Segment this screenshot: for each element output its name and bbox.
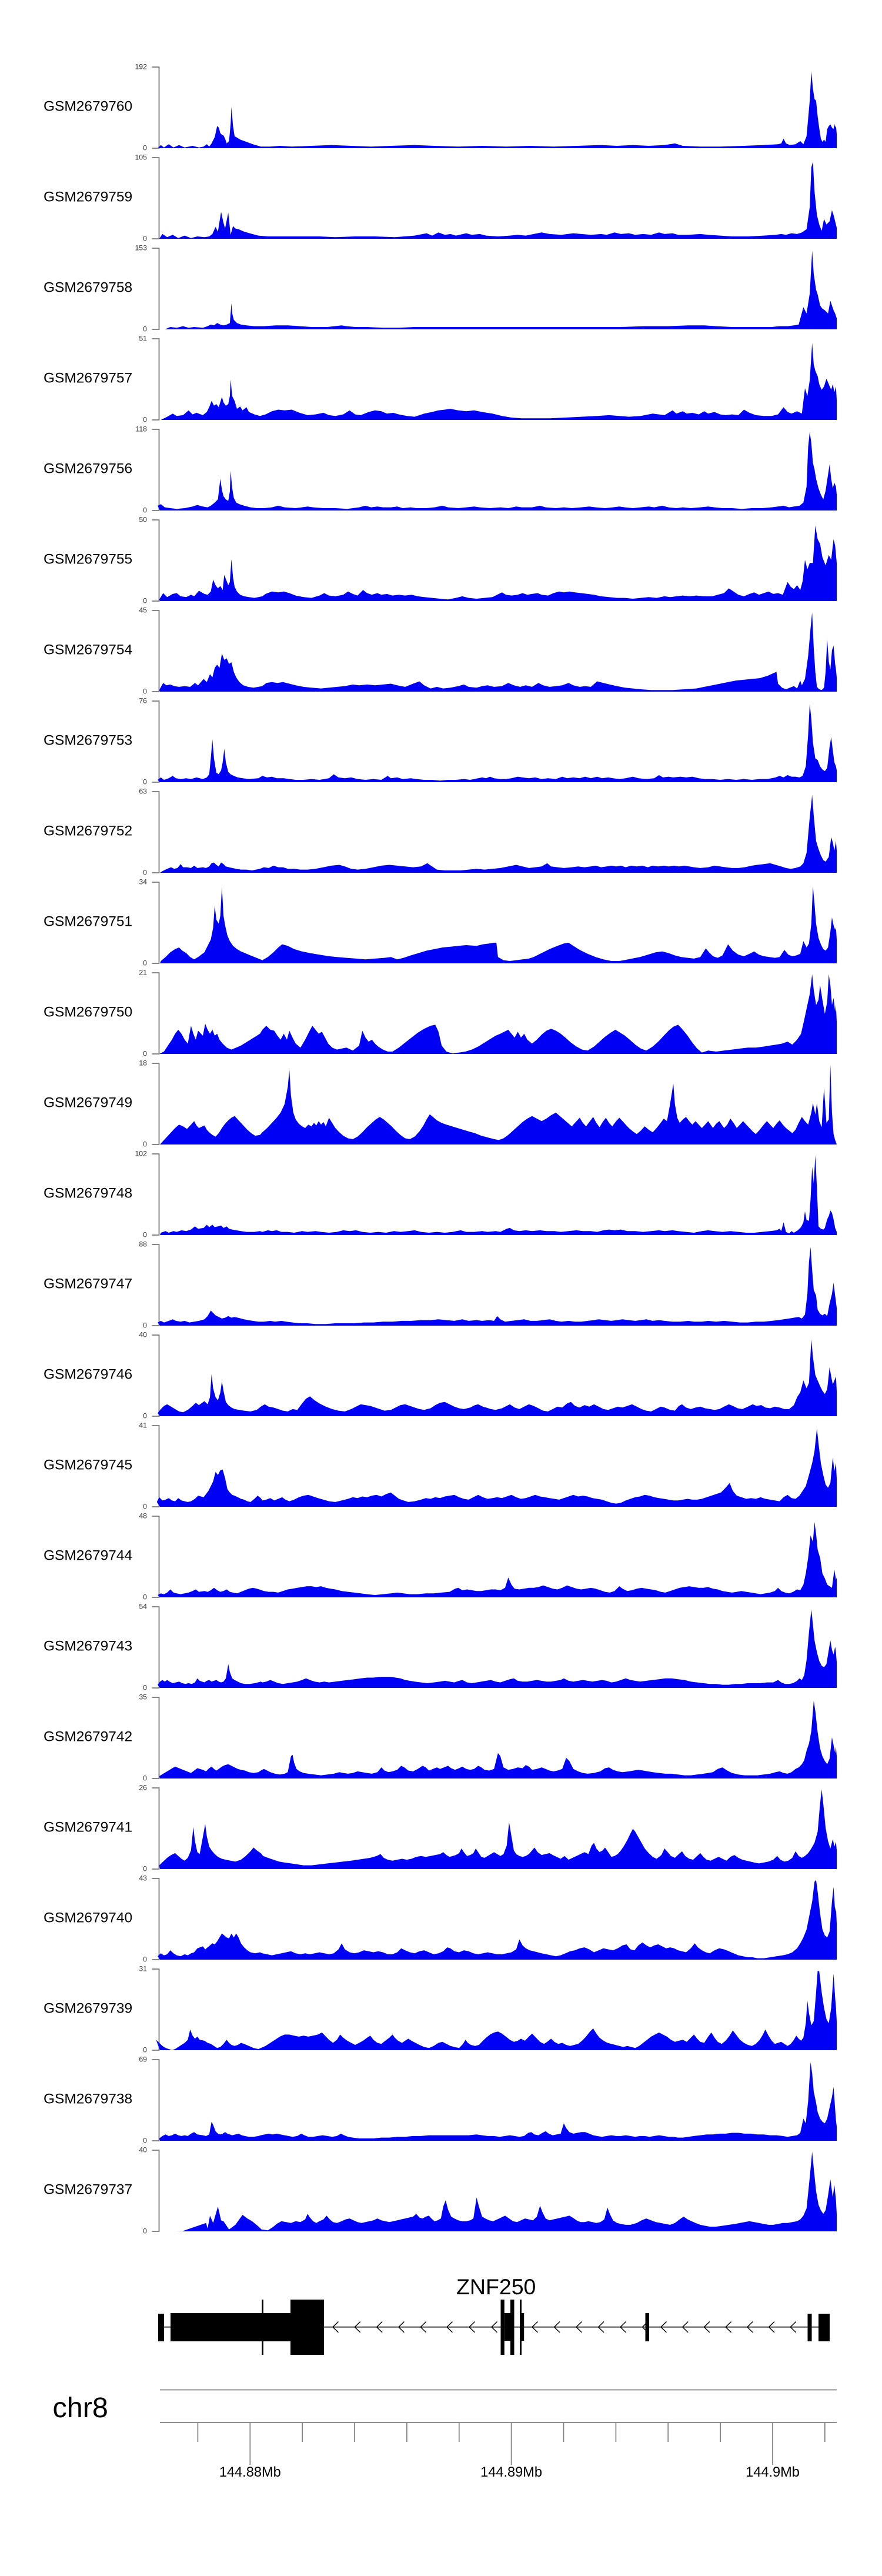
svg-text:0: 0 (143, 596, 147, 605)
svg-text:48: 48 (139, 1511, 147, 1520)
svg-text:GSM2679758: GSM2679758 (44, 280, 132, 296)
svg-text:76: 76 (139, 696, 147, 705)
svg-text:GSM2679759: GSM2679759 (44, 189, 132, 205)
svg-text:0: 0 (143, 959, 147, 967)
svg-text:0: 0 (143, 2227, 147, 2235)
svg-text:ZNF250: ZNF250 (456, 2274, 536, 2299)
svg-text:34: 34 (139, 877, 147, 886)
svg-text:50: 50 (139, 515, 147, 523)
svg-text:0: 0 (143, 415, 147, 423)
svg-text:54: 54 (139, 1602, 147, 1610)
svg-text:43: 43 (139, 1874, 147, 1882)
svg-text:GSM2679754: GSM2679754 (44, 642, 132, 658)
svg-text:GSM2679753: GSM2679753 (44, 733, 132, 749)
svg-text:GSM2679744: GSM2679744 (44, 1548, 132, 1564)
svg-text:31: 31 (139, 1964, 147, 1973)
svg-text:0: 0 (143, 687, 147, 695)
svg-text:GSM2679741: GSM2679741 (44, 1820, 132, 1836)
svg-text:0: 0 (143, 1955, 147, 1963)
svg-text:0: 0 (143, 2136, 147, 2144)
svg-text:0: 0 (143, 1412, 147, 1420)
svg-text:GSM2679750: GSM2679750 (44, 1005, 132, 1020)
svg-text:0: 0 (143, 144, 147, 152)
svg-text:0: 0 (143, 1230, 147, 1239)
svg-text:GSM2679746: GSM2679746 (44, 1367, 132, 1383)
svg-text:GSM2679747: GSM2679747 (44, 1276, 132, 1292)
svg-text:144.88Mb: 144.88Mb (219, 2465, 281, 2480)
svg-text:GSM2679742: GSM2679742 (44, 1729, 132, 1745)
svg-text:GSM2679755: GSM2679755 (44, 552, 132, 568)
svg-text:0: 0 (143, 1321, 147, 1329)
svg-text:GSM2679737: GSM2679737 (44, 2182, 132, 2198)
svg-text:18: 18 (139, 1059, 147, 1067)
svg-text:63: 63 (139, 787, 147, 795)
svg-text:GSM2679749: GSM2679749 (44, 1095, 132, 1111)
svg-text:88: 88 (139, 1240, 147, 1248)
svg-text:GSM2679760: GSM2679760 (44, 99, 132, 115)
svg-text:GSM2679740: GSM2679740 (44, 1910, 132, 1926)
svg-text:GSM2679757: GSM2679757 (44, 371, 132, 386)
svg-text:0: 0 (143, 868, 147, 876)
svg-text:0: 0 (143, 778, 147, 786)
svg-text:35: 35 (139, 1693, 147, 1701)
svg-text:105: 105 (135, 153, 147, 161)
svg-text:26: 26 (139, 1783, 147, 1791)
svg-text:21: 21 (139, 968, 147, 976)
svg-text:0: 0 (143, 1774, 147, 1782)
svg-text:69: 69 (139, 2055, 147, 2063)
svg-text:40: 40 (139, 2145, 147, 2154)
svg-text:GSM2679752: GSM2679752 (44, 823, 132, 839)
svg-text:GSM2679743: GSM2679743 (44, 1639, 132, 1654)
svg-text:0: 0 (143, 1864, 147, 1873)
svg-text:0: 0 (143, 2046, 147, 2054)
svg-text:118: 118 (135, 425, 147, 433)
svg-text:0: 0 (143, 1140, 147, 1148)
svg-text:0: 0 (143, 506, 147, 514)
svg-text:51: 51 (139, 334, 147, 342)
svg-text:41: 41 (139, 1421, 147, 1429)
svg-text:GSM2679756: GSM2679756 (44, 461, 132, 477)
svg-text:GSM2679739: GSM2679739 (44, 2001, 132, 2017)
svg-text:0: 0 (143, 234, 147, 242)
svg-text:144.9Mb: 144.9Mb (746, 2465, 800, 2480)
svg-text:45: 45 (139, 606, 147, 614)
svg-text:0: 0 (143, 1502, 147, 1510)
svg-text:40: 40 (139, 1330, 147, 1339)
svg-text:GSM2679751: GSM2679751 (44, 914, 132, 930)
svg-text:0: 0 (143, 1049, 147, 1057)
svg-text:0: 0 (143, 325, 147, 333)
svg-text:GSM2679748: GSM2679748 (44, 1186, 132, 1202)
svg-text:0: 0 (143, 1683, 147, 1691)
svg-text:144.89Mb: 144.89Mb (480, 2465, 542, 2480)
svg-text:chr8: chr8 (53, 2392, 108, 2424)
svg-text:102: 102 (135, 1149, 147, 1157)
svg-text:GSM2679745: GSM2679745 (44, 1457, 132, 1473)
svg-text:153: 153 (135, 243, 147, 252)
svg-text:GSM2679738: GSM2679738 (44, 2091, 132, 2107)
svg-text:0: 0 (143, 1593, 147, 1601)
svg-text:192: 192 (135, 62, 147, 71)
